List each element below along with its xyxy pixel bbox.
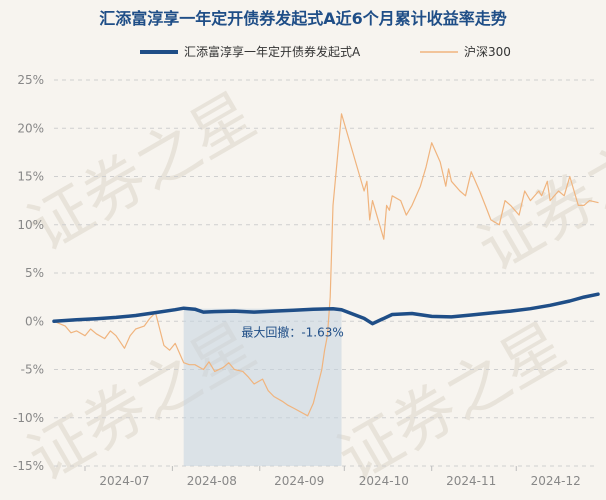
series-line-fund	[52, 292, 600, 326]
drawdown-rect	[183, 308, 342, 466]
y-axis: 25% 20% 15% 10% 5% 0% -5% -10% -15%	[13, 73, 44, 473]
x-tick-label: 2024-07	[99, 474, 149, 488]
drawdown-label: 最大回撤：-1.63%	[241, 325, 343, 340]
y-tick-label: -15%	[13, 459, 44, 473]
x-tick-label: 2024-11	[446, 474, 496, 488]
y-tick-label: 5%	[25, 266, 44, 280]
y-tick-label: 20%	[17, 121, 44, 135]
series-line-index	[53, 113, 599, 417]
legend-label-fund: 汇添富淳享一年定开债券发起式A	[184, 44, 361, 59]
y-tick-label: 15%	[17, 170, 44, 184]
y-tick-label: 0%	[25, 314, 44, 328]
x-tick-label: 2024-09	[274, 474, 324, 488]
legend: 汇添富淳享一年定开债券发起式A 沪深300	[140, 44, 511, 59]
watermark-text-3: 证券之星	[466, 98, 606, 285]
drawdown-band	[183, 308, 342, 466]
series-layer	[52, 113, 600, 417]
y-tick-label: 25%	[17, 73, 44, 87]
legend-label-index: 沪深300	[464, 45, 511, 59]
watermark-text-0: 证券之星	[16, 78, 267, 265]
chart-title: 汇添富淳享一年定开债券发起式A近6个月累计收益率走势	[99, 9, 507, 28]
y-tick-label: 10%	[17, 218, 44, 232]
chart-title-group: 汇添富淳享一年定开债券发起式A近6个月累计收益率走势	[99, 9, 507, 28]
x-tick-label: 2024-12	[531, 474, 581, 488]
grid	[54, 79, 598, 467]
x-tick-label: 2024-10	[359, 474, 409, 488]
x-tick-label: 2024-08	[187, 474, 237, 488]
watermark-text-2: 证券之星	[326, 308, 577, 495]
y-tick-label: -5%	[21, 363, 44, 377]
x-axis: 2024-07 2024-08 2024-09 2024-10 2024-11 2024-…	[84, 466, 581, 488]
y-tick-label: -10%	[13, 411, 44, 425]
